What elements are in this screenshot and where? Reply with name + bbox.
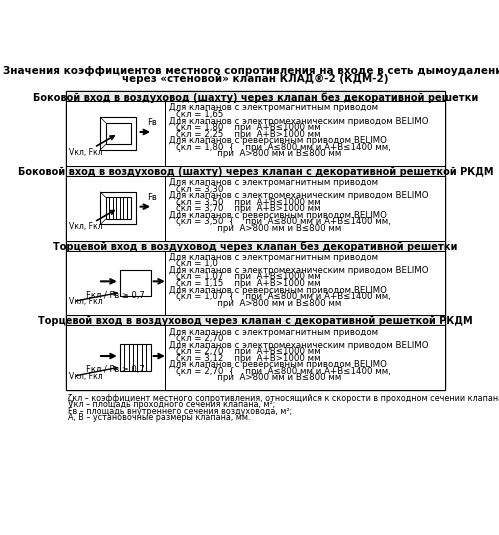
Bar — [120, 270, 151, 296]
Bar — [66, 325, 166, 390]
Text: ζкл = 1,65: ζкл = 1,65 — [176, 110, 223, 119]
Text: ζкл = 1,0: ζкл = 1,0 — [176, 259, 218, 269]
Text: Fв: Fв — [147, 118, 157, 127]
Text: Боковой вход в воздуховод (шахту) через клапан без декоративной решетки: Боковой вход в воздуховод (шахту) через … — [33, 93, 479, 103]
Bar — [66, 166, 445, 176]
Text: Fв: Fв — [147, 193, 157, 202]
Text: Vкл, Fкл: Vкл, Fкл — [69, 148, 103, 157]
Text: Для клапанов с электромеханическим приводом BELIMO: Для клапанов с электромеханическим приво… — [169, 117, 429, 126]
Text: ζкл = 3,50    при  А+В≤1000 мм: ζкл = 3,50 при А+В≤1000 мм — [176, 198, 320, 207]
Bar — [66, 91, 445, 390]
Text: ζкл = 2,70    при  А+В≤1000 мм: ζкл = 2,70 при А+В≤1000 мм — [176, 347, 320, 356]
Bar — [166, 176, 445, 241]
Bar — [66, 250, 166, 315]
Text: Для клапанов с реверсивным приводом BELIMO: Для клапанов с реверсивным приводом BELI… — [169, 286, 387, 295]
Text: ζкл – коэффициент местного сопротивления, относящийся к скорости в проходном сеч: ζкл – коэффициент местного сопротивления… — [68, 394, 499, 403]
Bar — [106, 123, 131, 144]
Bar — [166, 250, 445, 315]
Text: ζкл = 1,80    при  А+В≤1000 мм: ζкл = 1,80 при А+В≤1000 мм — [176, 123, 320, 132]
Bar — [66, 91, 445, 101]
Text: через «стеновой» клапан КЛАД®-2 (КДМ-2): через «стеновой» клапан КЛАД®-2 (КДМ-2) — [122, 74, 389, 85]
Text: при  А>800 мм и В≤800 мм: при А>800 мм и В≤800 мм — [176, 224, 341, 233]
Bar — [166, 101, 445, 166]
Text: Fкл / Fв ≥ 0,7: Fкл / Fв ≥ 0,7 — [86, 365, 145, 374]
Text: Торцевой вход в воздуховод через клапан с декоративной решеткой РКДМ: Торцевой вход в воздуховод через клапан … — [38, 316, 473, 326]
Text: А, В – установочные размеры клапана, мм.: А, В – установочные размеры клапана, мм. — [68, 414, 250, 423]
Text: ζкл = 3,70    при  А+В>1000 мм: ζкл = 3,70 при А+В>1000 мм — [176, 204, 320, 213]
Text: Для клапанов с электромагнитным приводом: Для клапанов с электромагнитным приводом — [169, 178, 378, 187]
Text: Для клапанов с электромагнитным приводом: Для клапанов с электромагнитным приводом — [169, 253, 378, 262]
Text: Торцевой вход в воздуховод через клапан без декоративной решетки: Торцевой вход в воздуховод через клапан … — [53, 242, 458, 252]
Text: Значения коэффициентов местного сопротивления на входе в сеть дымоудаления: Значения коэффициентов местного сопротив… — [2, 66, 499, 76]
Bar — [100, 117, 136, 150]
Text: ζкл = 3,12    при  А+В>1000 мм: ζкл = 3,12 при А+В>1000 мм — [176, 354, 320, 363]
Text: ζкл = 2,25    при  А+В>1000 мм: ζкл = 2,25 при А+В>1000 мм — [176, 129, 320, 139]
Bar — [66, 315, 445, 325]
Text: при  А>800 мм и В≤800 мм: при А>800 мм и В≤800 мм — [176, 299, 341, 308]
Text: ζкл = 1,07    при  А+В≤1000 мм: ζкл = 1,07 при А+В≤1000 мм — [176, 272, 320, 281]
Text: Боковой вход в воздуховод (шахту) через клапан с декоративной решеткой РКДМ: Боковой вход в воздуховод (шахту) через … — [18, 167, 494, 177]
Bar — [166, 325, 445, 390]
Bar — [106, 197, 131, 219]
Bar — [66, 101, 166, 166]
Text: ζкл = 2,70  {    при  А≤800 мм и А+В≤1400 мм,: ζкл = 2,70 { при А≤800 мм и А+В≤1400 мм, — [176, 367, 390, 376]
Text: Vкл – площадь проходного сечения клапана, м²;: Vкл – площадь проходного сечения клапана… — [68, 400, 275, 409]
Text: Для клапанов с реверсивным приводом BELIMO: Для клапанов с реверсивным приводом BELI… — [169, 360, 387, 369]
Text: ζкл = 1,07  {    при  А≤800 мм и А+В≤1400 мм,: ζкл = 1,07 { при А≤800 мм и А+В≤1400 мм, — [176, 292, 390, 301]
Text: Для клапанов с электромеханическим приводом BELIMO: Для клапанов с электромеханическим приво… — [169, 266, 429, 275]
Text: Для клапанов с реверсивным приводом BELIMO: Для клапанов с реверсивным приводом BELI… — [169, 136, 387, 145]
Text: ζкл = 3,50  {    при  А≤800 мм и А+В≤1400 мм,: ζкл = 3,50 { при А≤800 мм и А+В≤1400 мм, — [176, 217, 390, 226]
Text: ζкл = 2,70: ζкл = 2,70 — [176, 334, 223, 343]
Bar — [66, 241, 445, 250]
Text: Fв – площадь внутреннего сечения воздуховода, м²;: Fв – площадь внутреннего сечения воздухо… — [68, 407, 292, 416]
Bar — [120, 345, 151, 371]
Text: Для клапанов с электромеханическим приводом BELIMO: Для клапанов с электромеханическим приво… — [169, 191, 429, 200]
Text: ζкл = 1,15    при  А+В>1000 мм: ζкл = 1,15 при А+В>1000 мм — [176, 279, 320, 288]
Text: при  А>800 мм и В≤800 мм: при А>800 мм и В≤800 мм — [176, 373, 341, 383]
Text: ζкл = 3,30: ζкл = 3,30 — [176, 185, 223, 194]
Text: Vкл, Fкл: Vкл, Fкл — [69, 297, 103, 306]
Text: при  А>800 мм и В≤800 мм: при А>800 мм и В≤800 мм — [176, 149, 341, 158]
Text: Vкл, Fкл: Vкл, Fкл — [69, 222, 103, 231]
Bar — [100, 192, 136, 224]
Bar — [66, 176, 166, 241]
Text: Для клапанов с реверсивным приводом BELIMO: Для клапанов с реверсивным приводом BELI… — [169, 211, 387, 220]
Text: Для клапанов с электромагнитным приводом: Для клапанов с электромагнитным приводом — [169, 327, 378, 337]
Text: Vкл, Fкл: Vкл, Fкл — [69, 372, 103, 381]
Text: Для клапанов с электромагнитным приводом: Для клапанов с электромагнитным приводом — [169, 103, 378, 112]
Text: Fкл / Fв ≥ 0,7: Fкл / Fв ≥ 0,7 — [86, 291, 145, 300]
Text: Для клапанов с электромеханическим приводом BELIMO: Для клапанов с электромеханическим приво… — [169, 341, 429, 350]
Text: ζкл = 1,80  {    при  А≤800 мм и А+В≤1400 мм,: ζкл = 1,80 { при А≤800 мм и А+В≤1400 мм, — [176, 143, 390, 152]
